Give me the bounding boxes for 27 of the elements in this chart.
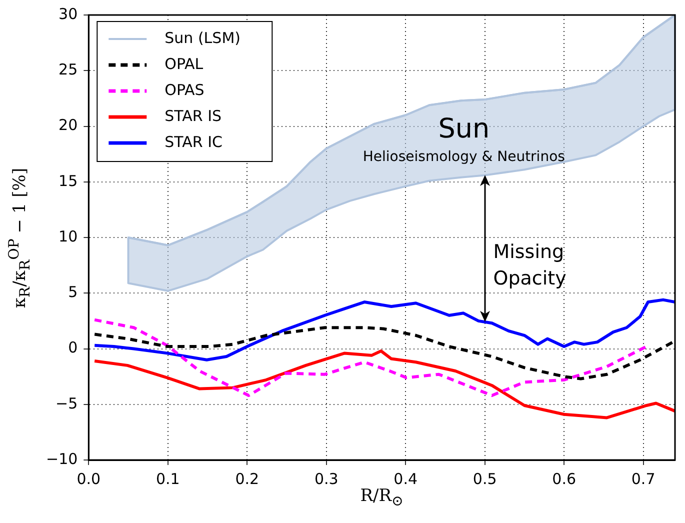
x-tick-label: 0.6 bbox=[552, 470, 576, 488]
x-tick-label: 0.4 bbox=[394, 470, 418, 488]
y-tick-label: 0 bbox=[68, 338, 78, 357]
x-tick-label: 0.2 bbox=[235, 470, 260, 488]
x-tick-label: 0.5 bbox=[472, 470, 497, 488]
y-tick-label: 30 bbox=[58, 4, 78, 23]
annotation: Sun bbox=[438, 114, 490, 145]
x-tick-label: 0.7 bbox=[631, 470, 656, 488]
annotation: Helioseismology & Neutrinos bbox=[362, 149, 565, 166]
y-tick-label: 10 bbox=[58, 227, 78, 246]
legend-label: STAR IS bbox=[164, 106, 222, 125]
x-tick-label: 0.3 bbox=[314, 470, 338, 488]
line-series bbox=[93, 318, 648, 397]
legend-label: STAR IC bbox=[164, 132, 223, 151]
y-tick-label: −5 bbox=[56, 394, 78, 412]
legend-label: Sun (LSM) bbox=[164, 28, 240, 47]
y-tick-label: 25 bbox=[58, 60, 78, 79]
legend-label: OPAL bbox=[164, 54, 204, 73]
x-axis-title: R/R$_{⊙}$ bbox=[360, 486, 404, 510]
x-tick-label: 0.0 bbox=[76, 470, 101, 488]
annotation: Missing Opacity bbox=[493, 241, 566, 290]
legend-label: OPAS bbox=[164, 80, 204, 99]
y-tick-label: 5 bbox=[68, 283, 78, 302]
y-tick-label: 20 bbox=[58, 116, 78, 134]
x-tick-label: 0.1 bbox=[156, 470, 180, 488]
y-tick-label: −10 bbox=[46, 450, 78, 468]
y-tick-label: 15 bbox=[58, 172, 78, 190]
